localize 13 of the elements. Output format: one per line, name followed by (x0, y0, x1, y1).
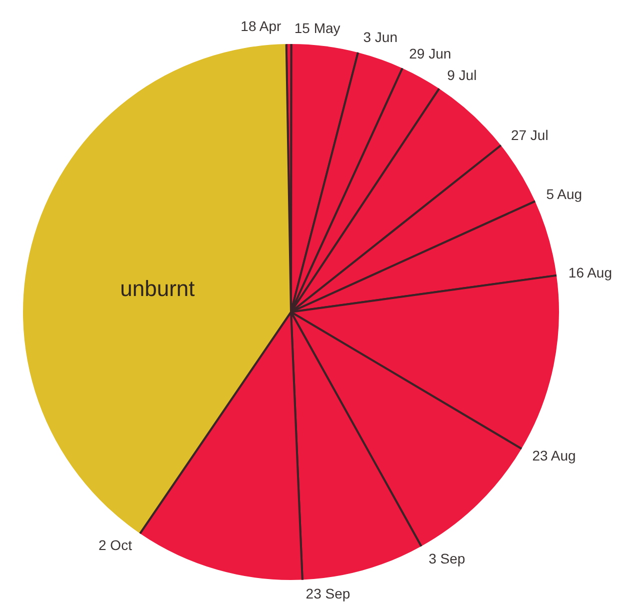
slice-label: unburnt (120, 276, 195, 301)
slice-label: 23 Sep (306, 585, 350, 602)
slice-label: 3 Jun (363, 28, 398, 45)
slice-label: 5 Aug (546, 186, 582, 202)
slice-label: 23 Aug (532, 447, 576, 464)
slice-label: 27 Jul (510, 126, 548, 143)
text: 18 Apr (240, 18, 282, 34)
slice-label: 2 Oct (98, 536, 132, 553)
slice-label: 15 May (294, 20, 340, 36)
slice-label: 9 Jul (447, 66, 477, 83)
slice-label: 29 Jun (409, 45, 452, 62)
slice-label: 16 Aug (568, 264, 612, 280)
slice-label: 3 Sep (428, 550, 466, 566)
